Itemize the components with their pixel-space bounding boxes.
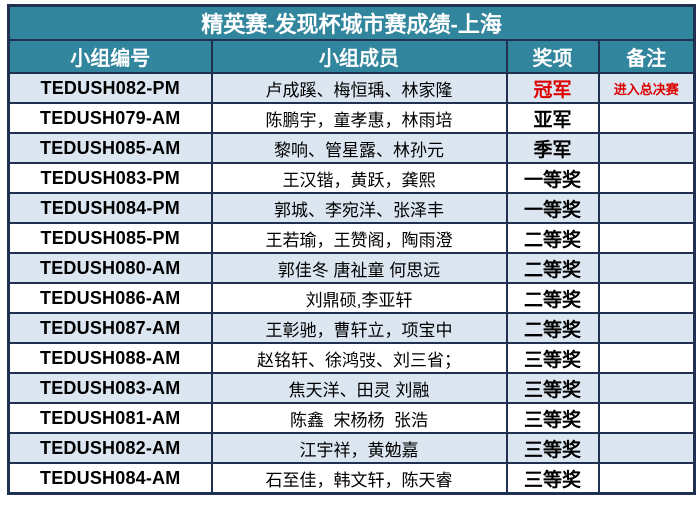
members-cell[interactable]: 江宇祥，黄勉嘉 — [210, 432, 508, 464]
members-cell[interactable]: 赵铭轩、徐鸿弢、刘三省； — [210, 342, 508, 374]
award-cell[interactable]: 三等奖 — [505, 342, 600, 374]
note-cell[interactable] — [597, 222, 696, 254]
award-cell[interactable]: 二等奖 — [505, 312, 600, 344]
table-row: TEDUSH084-AM 石至佳，韩文轩，陈天睿 三等奖 — [7, 462, 696, 495]
title-row: 精英赛-发现杯城市赛成绩-上海 — [7, 4, 696, 41]
group-id-cell[interactable]: TEDUSH082-AM — [7, 432, 213, 464]
group-id-cell[interactable]: TEDUSH083-PM — [7, 162, 213, 194]
group-id-cell[interactable]: TEDUSH084-PM — [7, 192, 213, 224]
table-row: TEDUSH081-AM 陈鑫 宋杨杨 张浩 三等奖 — [7, 402, 696, 434]
page-title: 精英赛-发现杯城市赛成绩-上海 — [7, 4, 696, 41]
table-row: TEDUSH079-AM 陈鹏宇，童孝惠，林雨培 亚军 — [7, 102, 696, 134]
table-body: TEDUSH082-PM 卢成蹊、梅恒瑀、林家隆 冠军 进入总决赛 TEDUSH079-… — [7, 72, 696, 495]
group-id-cell[interactable]: TEDUSH086-AM — [7, 282, 213, 314]
award-cell[interactable]: 三等奖 — [505, 372, 600, 404]
award-cell[interactable]: 二等奖 — [505, 282, 600, 314]
members-cell[interactable]: 王彰驰，曹轩立，项宝中 — [210, 312, 508, 344]
award-cell[interactable]: 三等奖 — [505, 462, 600, 495]
note-cell[interactable]: 进入总决赛 — [597, 72, 696, 104]
award-cell[interactable]: 冠军 — [505, 72, 600, 104]
table-row: TEDUSH082-AM 江宇祥，黄勉嘉 三等奖 — [7, 432, 696, 464]
note-cell[interactable] — [597, 432, 696, 464]
members-cell[interactable]: 郭城、李宛洋、张泽丰 — [210, 192, 508, 224]
members-cell[interactable]: 王汉锴，黄跃，龚熙 — [210, 162, 508, 194]
note-cell[interactable] — [597, 372, 696, 404]
column-header-members: 小组成员 — [210, 39, 508, 74]
group-id-cell[interactable]: TEDUSH079-AM — [7, 102, 213, 134]
group-id-cell[interactable]: TEDUSH084-AM — [7, 462, 213, 495]
note-cell[interactable] — [597, 252, 696, 284]
members-cell[interactable]: 黎响、管星露、林孙元 — [210, 132, 508, 164]
members-cell[interactable]: 卢成蹊、梅恒瑀、林家隆 — [210, 72, 508, 104]
group-id-cell[interactable]: TEDUSH088-AM — [7, 342, 213, 374]
table-row: TEDUSH084-PM 郭城、李宛洋、张泽丰 一等奖 — [7, 192, 696, 224]
column-header-group-id: 小组编号 — [7, 39, 213, 74]
note-cell[interactable] — [597, 192, 696, 224]
results-table: 精英赛-发现杯城市赛成绩-上海 小组编号 小组成员 奖项 备注 TEDUSH08… — [7, 4, 697, 495]
table-row: TEDUSH083-AM 焦天洋、田灵 刘融 三等奖 — [7, 372, 696, 404]
column-header-award: 奖项 — [505, 39, 600, 74]
members-cell[interactable]: 焦天洋、田灵 刘融 — [210, 372, 508, 404]
note-cell[interactable] — [597, 162, 696, 194]
note-cell[interactable] — [597, 102, 696, 134]
table-row: TEDUSH087-AM 王彰驰，曹轩立，项宝中 二等奖 — [7, 312, 696, 344]
group-id-cell[interactable]: TEDUSH083-AM — [7, 372, 213, 404]
column-header-note: 备注 — [597, 39, 696, 74]
members-cell[interactable]: 王若瑜，王赞阁，陶雨澄 — [210, 222, 508, 254]
group-id-cell[interactable]: TEDUSH080-AM — [7, 252, 213, 284]
award-cell[interactable]: 三等奖 — [505, 402, 600, 434]
award-cell[interactable]: 季军 — [505, 132, 600, 164]
table-row: TEDUSH082-PM 卢成蹊、梅恒瑀、林家隆 冠军 进入总决赛 — [7, 72, 696, 104]
group-id-cell[interactable]: TEDUSH081-AM — [7, 402, 213, 434]
table-row: TEDUSH080-AM 郭佳冬 唐祉童 何思远 二等奖 — [7, 252, 696, 284]
members-cell[interactable]: 刘鼎硕,李亚轩 — [210, 282, 508, 314]
table-row: TEDUSH085-PM 王若瑜，王赞阁，陶雨澄 二等奖 — [7, 222, 696, 254]
group-id-cell[interactable]: TEDUSH082-PM — [7, 72, 213, 104]
award-cell[interactable]: 三等奖 — [505, 432, 600, 464]
award-cell[interactable]: 一等奖 — [505, 162, 600, 194]
note-cell[interactable] — [597, 282, 696, 314]
group-id-cell[interactable]: TEDUSH087-AM — [7, 312, 213, 344]
header-row: 小组编号 小组成员 奖项 备注 — [7, 39, 696, 74]
table-row: TEDUSH088-AM 赵铭轩、徐鸿弢、刘三省； 三等奖 — [7, 342, 696, 374]
members-cell[interactable]: 郭佳冬 唐祉童 何思远 — [210, 252, 508, 284]
group-id-cell[interactable]: TEDUSH085-PM — [7, 222, 213, 254]
table-row: TEDUSH086-AM 刘鼎硕,李亚轩 二等奖 — [7, 282, 696, 314]
table-row: TEDUSH085-AM 黎响、管星露、林孙元 季军 — [7, 132, 696, 164]
members-cell[interactable]: 石至佳，韩文轩，陈天睿 — [210, 462, 508, 495]
award-cell[interactable]: 亚军 — [505, 102, 600, 134]
award-cell[interactable]: 二等奖 — [505, 222, 600, 254]
note-cell[interactable] — [597, 312, 696, 344]
table-row: TEDUSH083-PM 王汉锴，黄跃，龚熙 一等奖 — [7, 162, 696, 194]
note-cell[interactable] — [597, 132, 696, 164]
members-cell[interactable]: 陈鑫 宋杨杨 张浩 — [210, 402, 508, 434]
members-cell[interactable]: 陈鹏宇，童孝惠，林雨培 — [210, 102, 508, 134]
note-cell[interactable] — [597, 402, 696, 434]
award-cell[interactable]: 二等奖 — [505, 252, 600, 284]
note-cell[interactable] — [597, 462, 696, 495]
award-cell[interactable]: 一等奖 — [505, 192, 600, 224]
note-cell[interactable] — [597, 342, 696, 374]
group-id-cell[interactable]: TEDUSH085-AM — [7, 132, 213, 164]
